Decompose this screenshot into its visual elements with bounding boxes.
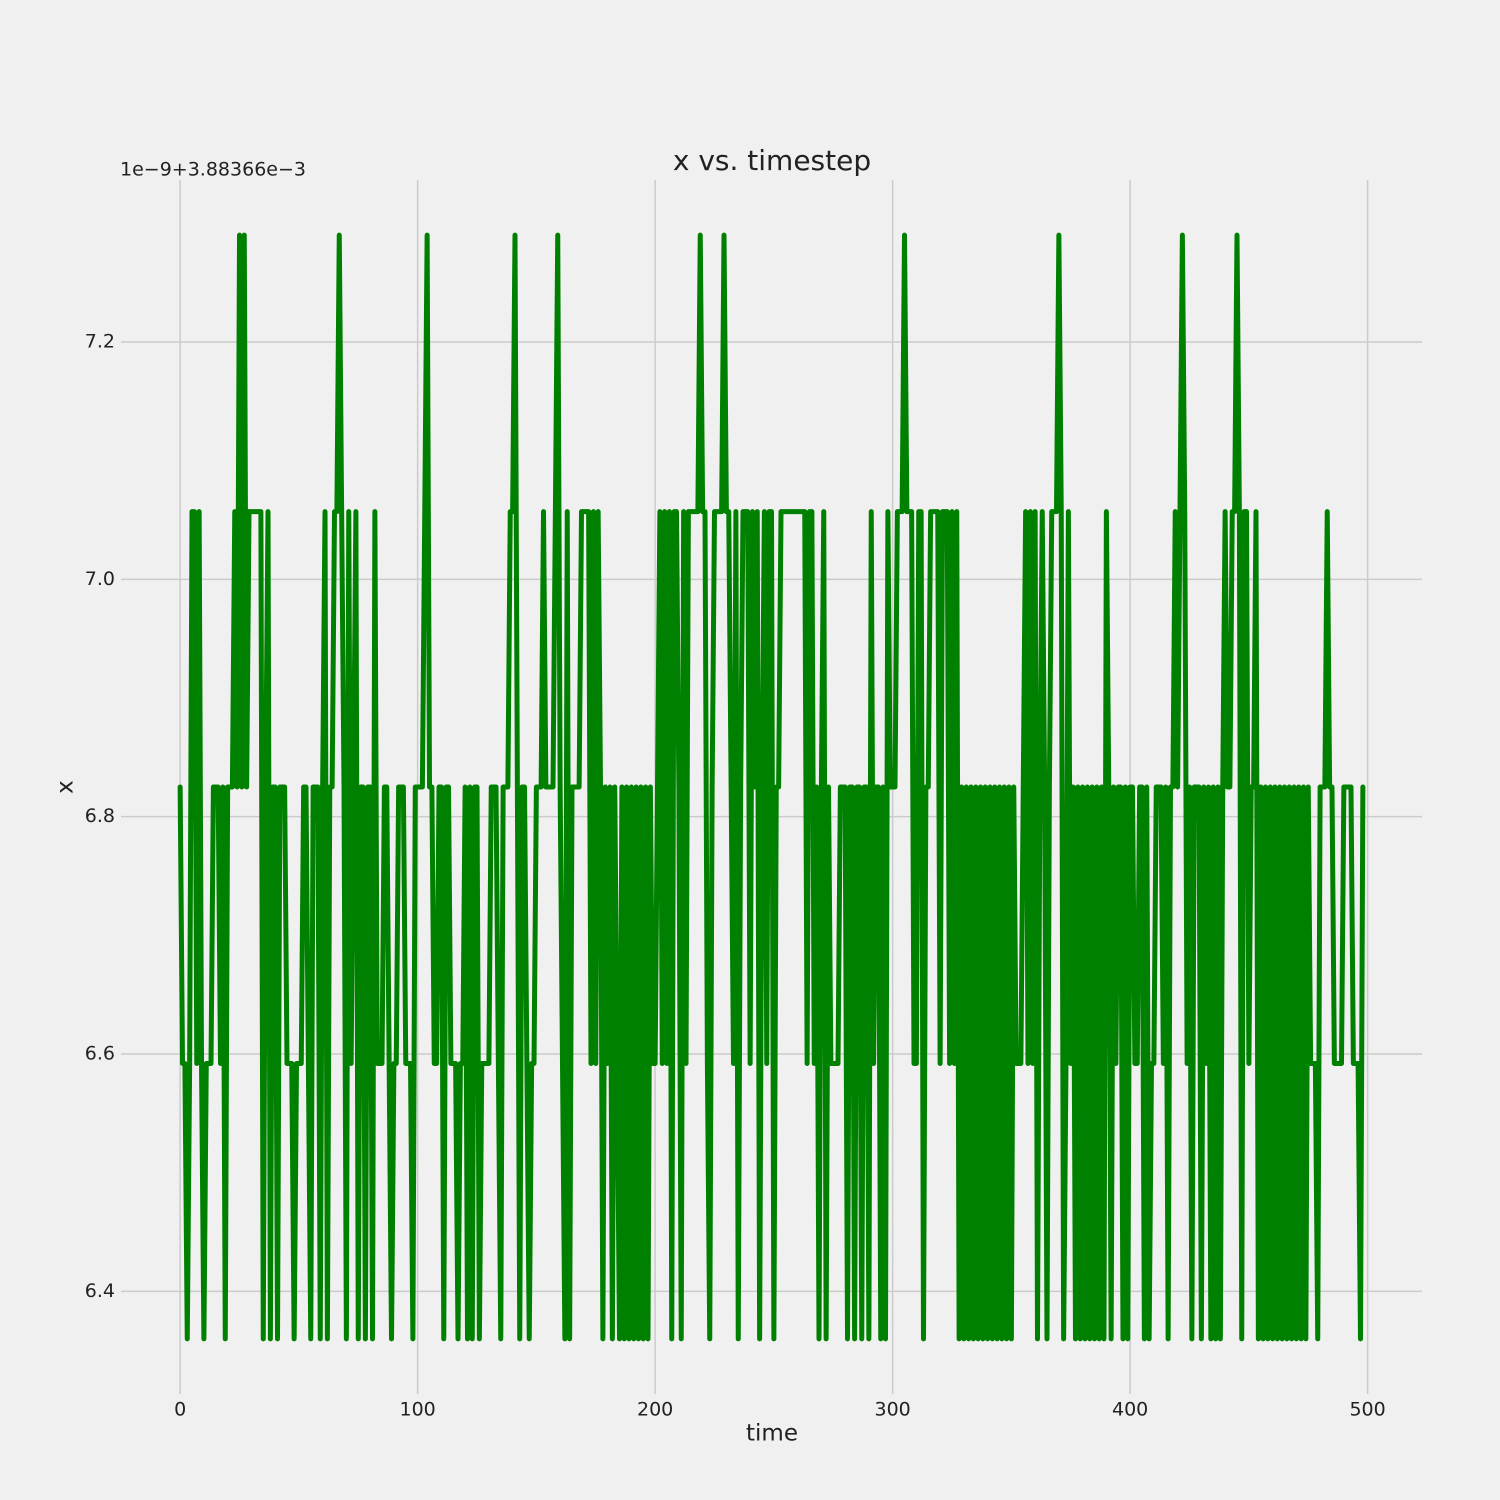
chart-title: x vs. timestep — [673, 144, 871, 177]
y-tick-label: 6.6 — [85, 1043, 115, 1065]
x-tick-label: 300 — [874, 1399, 910, 1421]
x-axis-label: time — [746, 1421, 798, 1447]
y-tick-label: 6.8 — [85, 805, 115, 827]
x-tick-label: 0 — [174, 1399, 186, 1421]
x-tick-label: 200 — [637, 1399, 673, 1421]
x-tick-label: 500 — [1349, 1399, 1385, 1421]
y-tick-label: 7.2 — [85, 330, 115, 352]
y-axis-label: x — [53, 780, 79, 794]
y-offset-text: 1e−9+3.88366e−3 — [120, 159, 306, 181]
grid: 0 100 200 300 400 500 6.4 6.6 6.8 7.0 7.2 — [85, 180, 1422, 1421]
x-tick-label: 400 — [1112, 1399, 1148, 1421]
y-tick-label: 7.0 — [85, 568, 115, 590]
x-tick-label: 100 — [399, 1399, 435, 1421]
data-line — [177, 232, 1366, 1342]
y-tick-label: 6.4 — [85, 1280, 115, 1302]
plot-area — [177, 232, 1366, 1342]
